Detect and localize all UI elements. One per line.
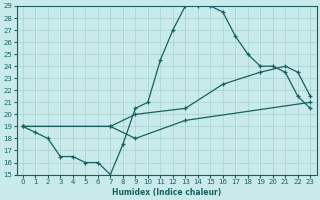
X-axis label: Humidex (Indice chaleur): Humidex (Indice chaleur) [112,188,221,197]
